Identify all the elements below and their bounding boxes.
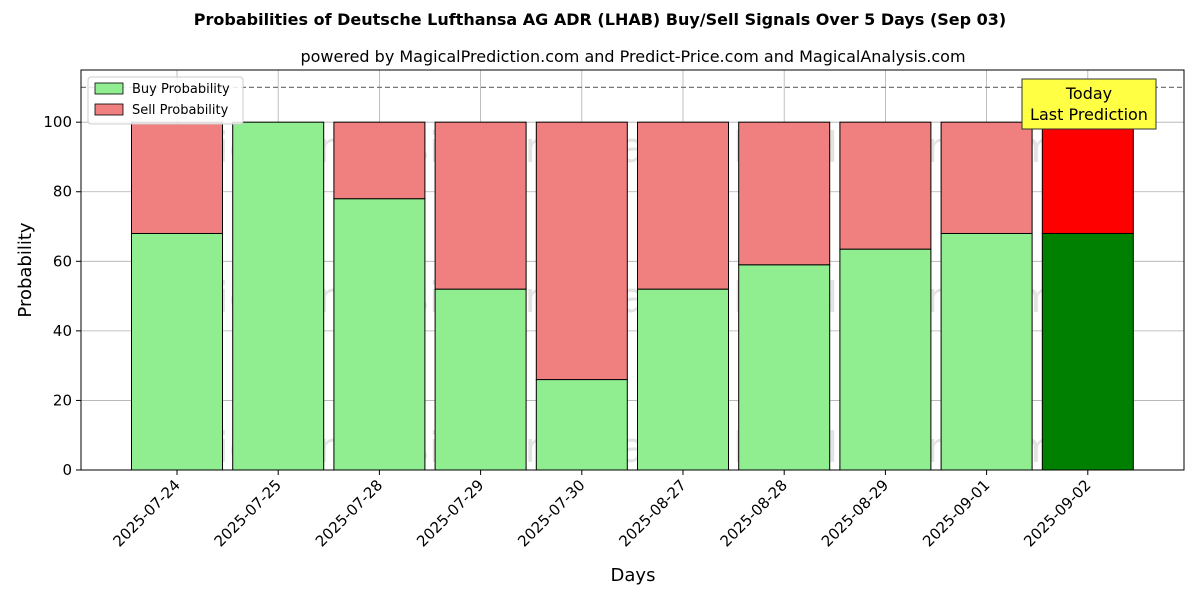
x-tick-label-5: 2025-08-27 (615, 476, 689, 550)
bar-buy-2025-08-28 (738, 264, 831, 471)
annotation-line-2: Last Prediction (1030, 105, 1148, 124)
bar-buy-2025-09-01 (940, 232, 1033, 471)
bar-buy-2025-08-29 (839, 248, 932, 471)
today-annotation: Today Last Prediction (1021, 78, 1157, 130)
x-tick-label-3: 2025-07-29 (413, 476, 487, 550)
legend-box (87, 76, 244, 125)
bar-buy-2025-07-30 (535, 379, 628, 471)
x-axis-ticks: 2025-07-24 2025-07-25 2025-07-28 2025-07-29… (109, 470, 1095, 550)
legend-swatch-buy (94, 82, 124, 95)
bar-buy-2025-09-02 (1041, 232, 1134, 471)
y-tick-label-4: 80 (53, 183, 72, 201)
bar-sell-2025-07-28 (333, 121, 426, 200)
x-tick-label-1: 2025-07-25 (211, 476, 285, 550)
bar-sell-2025-08-29 (839, 121, 932, 250)
bar-buy-2025-07-25 (232, 121, 325, 471)
y-tick-label-0: 0 (62, 461, 72, 479)
x-tick-label-0: 2025-07-24 (109, 476, 183, 550)
y-tick-label-1: 20 (53, 391, 72, 409)
chart-title: Probabilities of Deutsche Lufthansa AG A… (194, 10, 1006, 29)
y-axis-label: Probability (15, 222, 36, 317)
x-tick-label-2: 2025-07-28 (312, 476, 386, 550)
bar-sell-2025-07-24 (131, 121, 223, 234)
x-tick-label-6: 2025-08-28 (717, 476, 791, 550)
plot-frame (80, 69, 1185, 471)
legend-label-sell: Sell Probability (132, 103, 229, 118)
bar-buy-2025-07-28 (333, 198, 426, 471)
bar-sell-2025-08-28 (738, 121, 831, 266)
bar-sell-2025-08-27 (637, 121, 729, 290)
x-tick-label-8: 2025-09-01 (919, 476, 993, 550)
bar-sell-2025-07-29 (434, 121, 527, 290)
x-tick-label-9: 2025-09-02 (1020, 476, 1094, 550)
y-tick-label-5: 100 (43, 113, 72, 131)
bar-buy-2025-07-29 (434, 288, 527, 471)
x-axis-label: Days (611, 565, 656, 586)
y-tick-label-2: 40 (53, 322, 72, 340)
y-axis-ticks: 0 20 40 60 80 100 (43, 113, 81, 479)
x-tick-label-4: 2025-07-30 (514, 476, 588, 550)
bar-buy-2025-08-27 (637, 288, 729, 471)
bar-sell-2025-09-01 (940, 121, 1033, 234)
bars (131, 121, 1134, 471)
bar-sell-2025-09-02 (1041, 121, 1134, 234)
legend: Buy Probability Sell Probability (87, 76, 244, 125)
legend-label-buy: Buy Probability (132, 82, 230, 97)
y-tick-label-3: 60 (53, 252, 72, 270)
annotation-box (1021, 78, 1157, 130)
bar-sell-2025-07-30 (535, 121, 628, 381)
x-tick-label-7: 2025-08-29 (818, 476, 892, 550)
chart-subtitle: powered by MagicalPrediction.com and Pre… (300, 47, 965, 66)
bar-buy-2025-07-24 (131, 232, 223, 471)
annotation-line-1: Today (1065, 84, 1112, 103)
legend-swatch-sell (94, 103, 124, 116)
